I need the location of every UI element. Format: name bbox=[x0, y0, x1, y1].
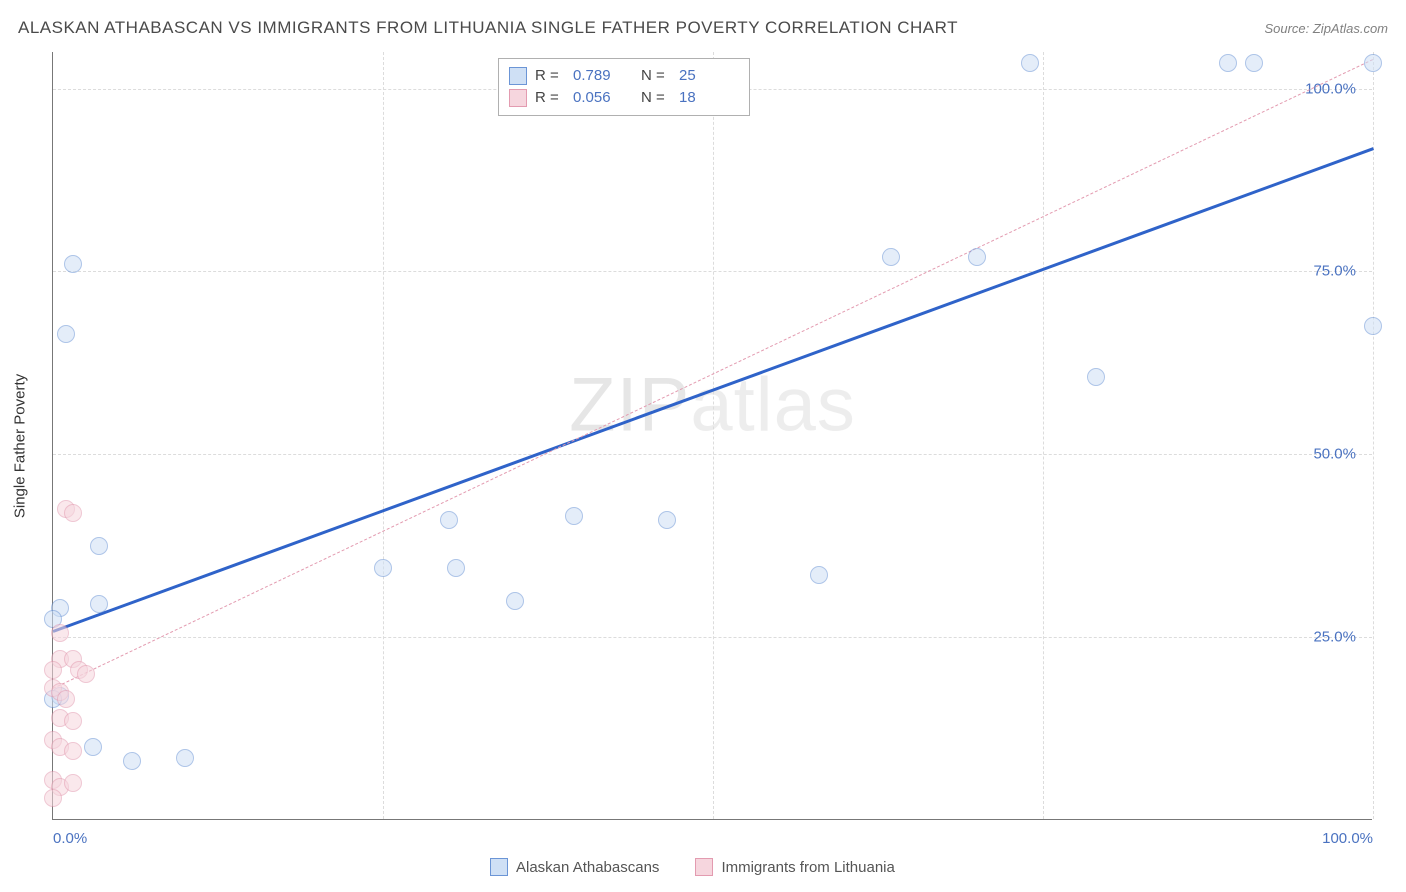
legend-n-value: 25 bbox=[679, 65, 739, 87]
data-point bbox=[447, 559, 465, 577]
legend-n-value: 18 bbox=[679, 87, 739, 109]
series-legend-label: Alaskan Athabascans bbox=[516, 859, 659, 876]
legend-row: R = 0.789 N = 25 bbox=[509, 65, 739, 87]
gridline-v bbox=[713, 52, 714, 819]
data-point bbox=[57, 690, 75, 708]
correlation-legend: R = 0.789 N = 25 R = 0.056 N = 18 bbox=[498, 58, 750, 116]
data-point bbox=[64, 712, 82, 730]
data-point bbox=[1087, 368, 1105, 386]
data-point bbox=[90, 595, 108, 613]
data-point bbox=[440, 511, 458, 529]
legend-r-label: R = bbox=[535, 65, 565, 87]
y-tick-label: 50.0% bbox=[1313, 446, 1356, 463]
data-point bbox=[1364, 317, 1382, 335]
gridline-v bbox=[1043, 52, 1044, 819]
x-tick-label: 0.0% bbox=[53, 830, 87, 847]
legend-r-value: 0.789 bbox=[573, 65, 633, 87]
x-tick-label: 100.0% bbox=[1322, 830, 1373, 847]
data-point bbox=[90, 537, 108, 555]
legend-n-label: N = bbox=[641, 87, 671, 109]
data-point bbox=[51, 624, 69, 642]
gridline-v bbox=[383, 52, 384, 819]
data-point bbox=[882, 248, 900, 266]
data-point bbox=[123, 752, 141, 770]
data-point bbox=[1219, 54, 1237, 72]
data-point bbox=[374, 559, 392, 577]
y-tick-label: 25.0% bbox=[1313, 629, 1356, 646]
legend-r-label: R = bbox=[535, 87, 565, 109]
data-point bbox=[506, 592, 524, 610]
series-legend: Alaskan Athabascans Immigrants from Lithu… bbox=[490, 858, 895, 876]
chart-title: ALASKAN ATHABASCAN VS IMMIGRANTS FROM LI… bbox=[18, 18, 958, 38]
data-point bbox=[1021, 54, 1039, 72]
y-tick-label: 75.0% bbox=[1313, 263, 1356, 280]
title-bar: ALASKAN ATHABASCAN VS IMMIGRANTS FROM LI… bbox=[18, 18, 1388, 38]
series-legend-item: Alaskan Athabascans bbox=[490, 858, 659, 876]
data-point bbox=[44, 661, 62, 679]
legend-swatch bbox=[490, 858, 508, 876]
gridline-v bbox=[1373, 52, 1374, 819]
data-point bbox=[968, 248, 986, 266]
data-point bbox=[64, 255, 82, 273]
data-point bbox=[1364, 54, 1382, 72]
data-point bbox=[57, 325, 75, 343]
scatter-plot-area: ZIPatlas 25.0%50.0%75.0%100.0%0.0%100.0% bbox=[52, 52, 1372, 820]
data-point bbox=[176, 749, 194, 767]
source-label: Source: ZipAtlas.com bbox=[1264, 21, 1388, 36]
data-point bbox=[64, 504, 82, 522]
data-point bbox=[565, 507, 583, 525]
data-point bbox=[1245, 54, 1263, 72]
y-axis-label: Single Father Poverty bbox=[12, 374, 29, 518]
legend-swatch bbox=[509, 89, 527, 107]
data-point bbox=[44, 789, 62, 807]
legend-swatch bbox=[695, 858, 713, 876]
data-point bbox=[658, 511, 676, 529]
data-point bbox=[810, 566, 828, 584]
legend-n-label: N = bbox=[641, 65, 671, 87]
data-point bbox=[64, 742, 82, 760]
series-legend-label: Immigrants from Lithuania bbox=[721, 859, 894, 876]
data-point bbox=[64, 774, 82, 792]
legend-row: R = 0.056 N = 18 bbox=[509, 87, 739, 109]
legend-swatch bbox=[509, 67, 527, 85]
legend-r-value: 0.056 bbox=[573, 87, 633, 109]
data-point bbox=[84, 738, 102, 756]
data-point bbox=[77, 665, 95, 683]
series-legend-item: Immigrants from Lithuania bbox=[695, 858, 894, 876]
